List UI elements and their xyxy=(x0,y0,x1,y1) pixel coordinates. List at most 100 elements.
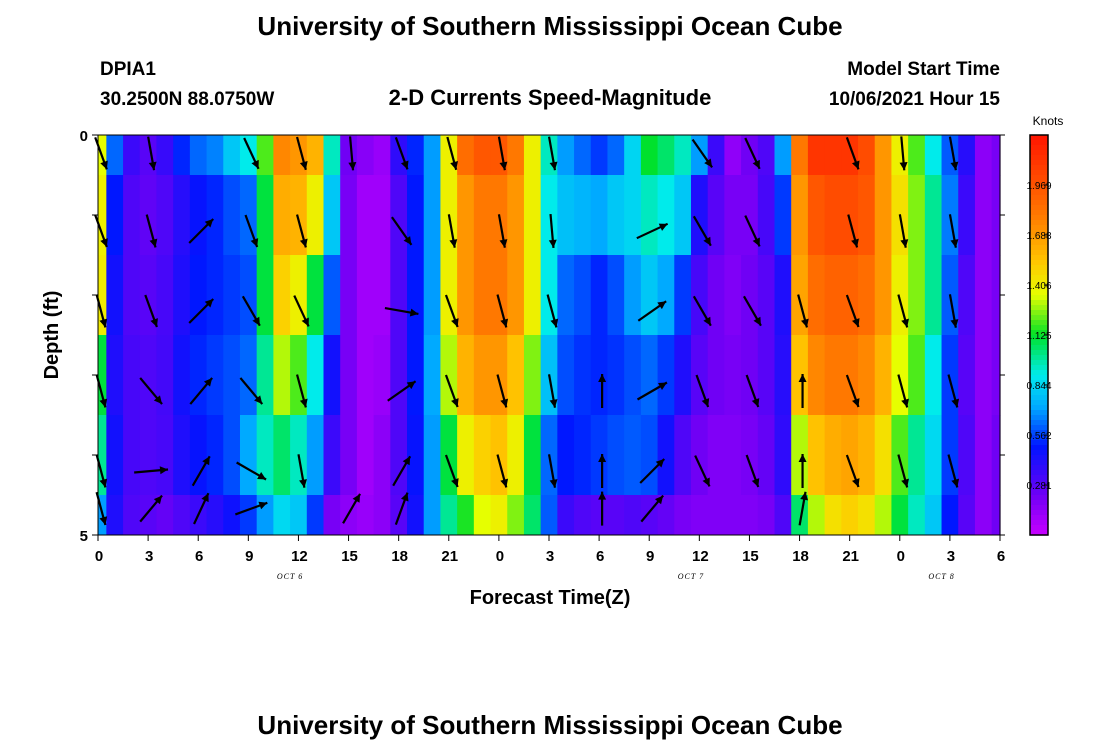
current-arrow-head xyxy=(203,377,213,387)
heatmap-cell xyxy=(98,255,107,336)
heatmap-cell xyxy=(707,415,725,496)
current-arrow-head xyxy=(851,238,859,248)
current-arrow-head xyxy=(159,466,169,475)
heatmap-cell xyxy=(908,135,926,176)
heatmap-cell xyxy=(123,175,141,256)
heatmap-cell xyxy=(557,255,575,336)
colorbar: 0.281 0.562 0.844 1.125 1.406 1.688 1.969 xyxy=(1026,134,1052,536)
heatmap-cell xyxy=(407,335,425,416)
heatmap-cell xyxy=(323,255,341,336)
heatmap-cell xyxy=(991,415,1001,496)
current-arrow-head xyxy=(251,159,259,169)
heatmap-cell xyxy=(189,415,208,496)
current-arrow-head xyxy=(654,495,664,505)
current-arrow-head xyxy=(100,160,108,170)
heatmap-cell xyxy=(423,415,442,496)
current-arrow-head xyxy=(500,478,509,488)
x-tick-label: 3 xyxy=(947,548,955,565)
x-tick-label: 18 xyxy=(391,548,408,565)
heatmap-cell xyxy=(356,495,375,536)
current-arrow-head xyxy=(658,382,667,390)
heatmap-cell xyxy=(189,335,208,416)
heatmap-cell xyxy=(373,255,391,336)
page-title: University of Southern Mississippi Ocean… xyxy=(257,11,842,41)
current-arrow-head xyxy=(403,236,412,245)
x-tick-label: 3 xyxy=(145,548,153,565)
current-arrow-head xyxy=(402,456,411,466)
x-tick-label: 15 xyxy=(341,548,358,565)
colorbar-tick-label: 1.406 xyxy=(1026,281,1051,292)
heatmap-cell xyxy=(824,135,842,176)
y-axis-label: Depth (ft) xyxy=(41,291,63,380)
current-arrow-head xyxy=(252,316,260,326)
heatmap-cell xyxy=(841,495,859,536)
heatmap-cell xyxy=(407,415,425,496)
heatmap-cell xyxy=(657,495,675,536)
heatmap-cell xyxy=(540,175,558,256)
current-arrow-head xyxy=(451,398,459,407)
heatmap-cell xyxy=(423,135,442,176)
heatmap-cell xyxy=(523,255,542,336)
heatmap-cell xyxy=(590,415,609,496)
colorbar-segment xyxy=(1030,470,1048,476)
colorbar-segment xyxy=(1030,135,1048,141)
colorbar-segment xyxy=(1030,385,1048,391)
heatmap-cell xyxy=(590,175,609,256)
heatmap-cell xyxy=(356,135,375,176)
x-tick-label: 21 xyxy=(842,548,859,565)
heatmap-cell xyxy=(523,415,542,496)
heatmap-cell xyxy=(273,415,291,496)
heatmap-cell xyxy=(306,175,325,256)
colorbar-segment xyxy=(1030,190,1048,196)
heatmap-cell xyxy=(757,255,776,336)
heatmap-cell xyxy=(624,495,642,536)
heatmap-cell xyxy=(841,135,859,176)
heatmap-cell xyxy=(624,255,642,336)
heatmap-cell xyxy=(256,335,274,416)
heatmap-cell xyxy=(991,495,1001,536)
heatmap-cell xyxy=(707,135,725,176)
current-arrow-head xyxy=(549,161,558,171)
colorbar-segment xyxy=(1030,180,1048,186)
colorbar-segment xyxy=(1030,140,1048,146)
heatmap-cell xyxy=(624,335,642,416)
current-arrow-head xyxy=(704,158,713,168)
heatmap-cell xyxy=(189,255,208,336)
heatmap-cell xyxy=(574,335,592,416)
heatmap-cell xyxy=(807,335,826,416)
model-start-label: Model Start Time xyxy=(847,59,1000,80)
x-tick-label: 6 xyxy=(997,548,1005,565)
heatmap-cell xyxy=(356,175,375,256)
heatmap-cell xyxy=(407,255,425,336)
current-arrow-head xyxy=(701,398,710,407)
heatmap-cell xyxy=(807,175,826,256)
heatmap-cell xyxy=(924,335,943,416)
heatmap-cell xyxy=(206,495,224,536)
heatmap-cell xyxy=(507,255,525,336)
heatmap-cell xyxy=(356,415,375,496)
heatmap-cell xyxy=(791,495,809,536)
colorbar-segment xyxy=(1030,410,1048,416)
colorbar-segment xyxy=(1030,370,1048,376)
colorbar-segment xyxy=(1030,210,1048,216)
current-arrow-head xyxy=(204,218,214,228)
heatmap-cell xyxy=(657,415,675,496)
heatmap-cell xyxy=(256,495,274,536)
heatmap-cell xyxy=(824,255,842,336)
heatmap-cell xyxy=(340,335,358,416)
heatmap-cell xyxy=(156,495,174,536)
colorbar-segment xyxy=(1030,160,1048,166)
current-arrow-head xyxy=(901,318,909,328)
colorbar-segment xyxy=(1030,530,1048,536)
x-tick-label: 9 xyxy=(245,548,253,565)
heatmap-cell xyxy=(139,335,158,416)
current-arrow-head xyxy=(851,318,860,327)
colorbar-segment xyxy=(1030,440,1048,446)
heatmap-cell xyxy=(323,135,341,176)
date-label: OCT 7 xyxy=(678,572,704,581)
heatmap-cell xyxy=(657,335,675,416)
x-tick-label: 0 xyxy=(897,548,905,565)
heatmap-cell xyxy=(173,335,191,416)
current-arrow-head xyxy=(406,381,416,390)
model-start-time: 10/06/2021 Hour 15 xyxy=(829,89,1001,110)
